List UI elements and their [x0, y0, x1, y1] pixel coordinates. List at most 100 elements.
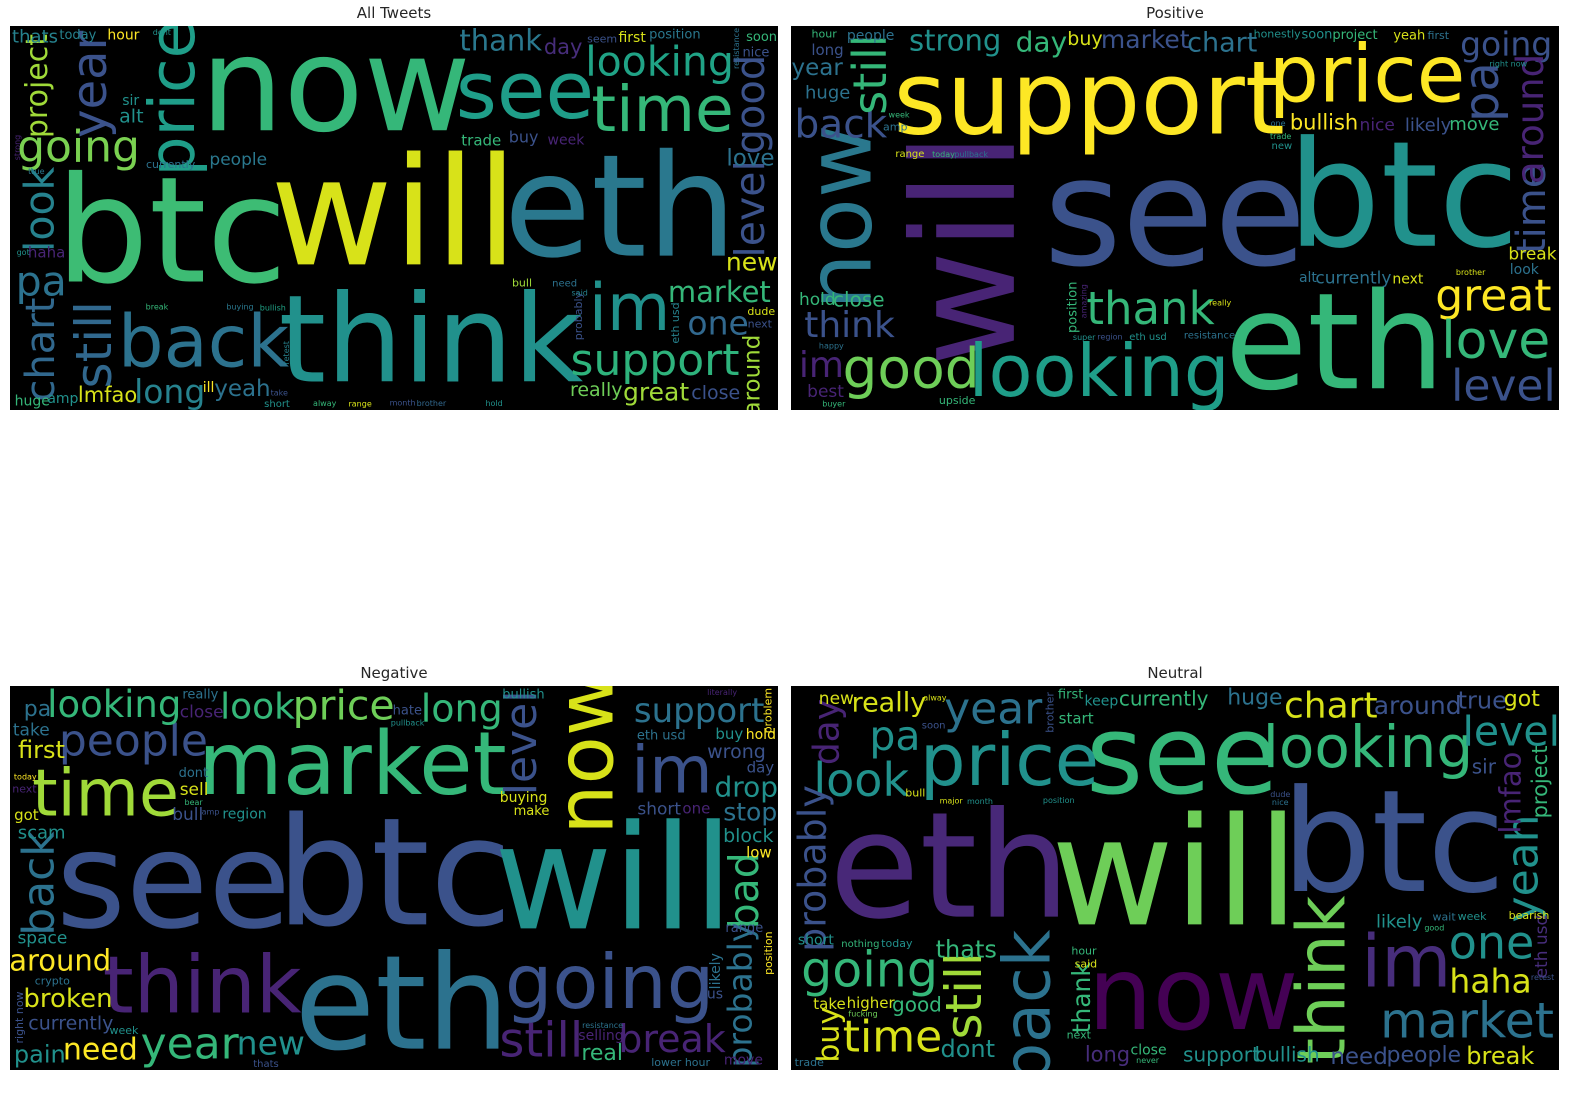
wordcloud-word: bear — [184, 798, 203, 807]
wordcloud-word: year — [141, 1019, 240, 1070]
wordcloud-word: position — [1066, 281, 1081, 333]
wordcloud-word: buy — [1067, 28, 1102, 50]
wordcloud-word: see — [1086, 691, 1279, 819]
wordcloud-word: major — [940, 797, 964, 806]
wordcloud-word: level — [1451, 361, 1556, 410]
wordcloud-word: sir — [1472, 754, 1497, 778]
wordcloud-word: short — [264, 399, 290, 410]
wordcloud-word: got — [14, 806, 39, 824]
wordcloud-word: still — [935, 952, 993, 1039]
wordcloud-word: right now — [1489, 60, 1527, 69]
wordcloud-word: us — [707, 987, 723, 1003]
panel-title: All Tweets — [356, 4, 432, 22]
wordcloud-word: need — [63, 1033, 138, 1068]
wordcloud-word: fucking — [848, 1010, 877, 1019]
wordcloud-word: currently — [1315, 269, 1391, 289]
wordcloud-word: btc — [1281, 760, 1505, 925]
wordcloud-word: around — [740, 335, 766, 410]
wordcloud-canvas: will btc eth now think price see back im time supp… — [10, 26, 778, 410]
wordcloud-word: time — [1509, 164, 1555, 254]
wordcloud-word: level — [726, 160, 774, 258]
wordcloud-word: dont — [179, 766, 209, 781]
wordcloud-word: looking — [47, 686, 181, 726]
wordcloud-word: time — [591, 73, 733, 146]
wordcloud-word: position — [762, 931, 775, 975]
wordcloud-word: great — [1435, 270, 1551, 321]
wordcloud-word: market — [668, 275, 771, 309]
wordcloud-word: now — [540, 686, 632, 835]
wordcloud-word: week — [1458, 910, 1488, 923]
wordcloud-word: year — [944, 686, 1043, 734]
wordcloud-word: one — [687, 304, 748, 343]
wordcloud-word: currently — [1119, 686, 1209, 710]
wordcloud-word: stop — [723, 797, 777, 826]
wordcloud-word: strong — [13, 135, 22, 160]
wordcloud-word: one — [1271, 119, 1286, 128]
wordcloud-word: alt — [119, 106, 143, 128]
wordcloud-word: still — [499, 1013, 583, 1069]
wordcloud-word: will — [270, 126, 518, 300]
wordcloud-word: will — [883, 132, 1048, 366]
wordcloud-word: problem — [762, 688, 775, 734]
wordcloud-word: think — [804, 305, 895, 346]
wordcloud-word: sir — [122, 93, 139, 109]
wordcloud-word: month — [967, 797, 993, 806]
wordcloud-word: bull — [172, 805, 203, 825]
wordcloud-word: thats — [936, 936, 997, 964]
wordcloud-word: week — [109, 1024, 139, 1037]
wordcloud-word: day — [544, 35, 583, 59]
wordcloud-word: project — [1528, 746, 1552, 819]
wordcloud-word: bearish — [1509, 909, 1550, 922]
wordcloud-word: sell — [180, 780, 209, 800]
wordcloud-word: today — [14, 772, 37, 781]
wordcloud-word: time — [843, 1011, 942, 1062]
wordcloud-word: week — [548, 133, 586, 149]
wordcloud-word: first — [1428, 29, 1450, 42]
wordcloud-word: still — [65, 301, 123, 388]
wordcloud-word: dont — [153, 28, 171, 37]
wordcloud-word: upside — [939, 394, 976, 407]
wordcloud-word: broken — [23, 984, 112, 1014]
wordcloud-word: lmfao — [78, 383, 137, 407]
wordcloud-word: close — [180, 702, 224, 722]
wordcloud-word: market — [1380, 992, 1554, 1049]
wordcloud-word: dont — [940, 1035, 995, 1063]
wordcloud-word: today — [59, 28, 96, 43]
wordcloud-word: got — [17, 248, 30, 257]
wordcloud-word: amp — [47, 391, 78, 407]
wordcloud-word: good — [728, 55, 774, 155]
wordcloud-word: dude — [747, 305, 775, 318]
wordcloud-word: best — [807, 382, 844, 402]
wordcloud-word: look — [220, 686, 295, 727]
wordcloud-word: haha — [1449, 961, 1531, 1000]
wordcloud-word: pa — [869, 712, 920, 760]
wordcloud-word: break — [146, 302, 169, 311]
wordcloud-word: people — [847, 28, 894, 44]
wordcloud-word: keep — [1084, 694, 1118, 710]
wordcloud-word: will — [1051, 786, 1299, 960]
wordcloud-word: price — [1269, 29, 1466, 121]
wordcloud-word: yeah — [1393, 28, 1425, 43]
wordcloud-word: region — [1097, 333, 1122, 342]
wordcloud-word: now — [200, 26, 470, 161]
wordcloud-word: look — [16, 166, 64, 252]
wordcloud-word: bullish — [1290, 111, 1358, 135]
wordcloud-word: eth — [829, 781, 1070, 952]
wordcloud-word: bullish — [260, 304, 286, 313]
wordcloud-word: crypto — [35, 975, 70, 988]
panel-title: Neutral — [1147, 664, 1203, 682]
wordcloud-word: drop — [714, 770, 778, 803]
wordcloud-word: amazing — [1080, 284, 1089, 318]
wordcloud-word: right now — [13, 991, 26, 1043]
wordcloud-word: brother — [1456, 268, 1486, 277]
wordcloud-word: eth usd — [669, 302, 682, 343]
wordcloud-word: thats — [253, 1059, 279, 1070]
wordcloud-word: see — [456, 45, 594, 137]
wordcloud-word: chart — [18, 298, 64, 402]
wordcloud-word: short — [798, 933, 834, 949]
wordcloud-word: good — [843, 337, 980, 401]
wordcloud-word: price — [293, 686, 395, 729]
wordcloud-word: people — [1387, 1043, 1462, 1068]
wordcloud-word: around — [10, 943, 111, 977]
wordcloud-word: take — [271, 388, 288, 397]
